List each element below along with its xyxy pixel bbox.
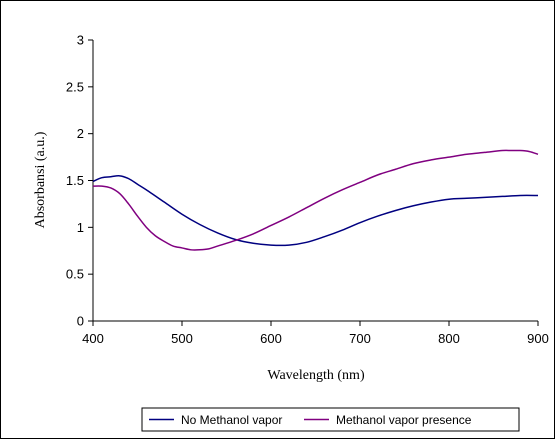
y-tick-label: 1: [77, 220, 84, 235]
y-axis-title: Absorbansi (a.u.): [33, 131, 48, 228]
y-tick-label: 3: [77, 33, 84, 48]
y-tick-label: 2.5: [66, 79, 84, 94]
y-tick-label: 2: [77, 126, 84, 141]
x-axis-title: Wavelength (nm): [267, 368, 365, 383]
legend-label-no-methanol: No Methanol vapor: [181, 413, 282, 427]
y-tick-label: 1.5: [66, 173, 84, 188]
y-tick-label: 0: [77, 314, 84, 329]
series-line-methanol: [92, 149, 539, 251]
axes: 0 0.5 1 1.5 2 2.5 3 400 500 600 700 800 900: [66, 33, 549, 347]
legend-box: [141, 407, 520, 432]
series-line-no-methanol: [92, 175, 539, 247]
x-tick-label: 800: [438, 331, 460, 346]
series-layer: [92, 149, 539, 251]
legend-label-methanol: Methanol vapor presence: [336, 413, 472, 427]
legend: No Methanol vapor Methanol vapor presenc…: [141, 407, 520, 432]
x-tick-label: 700: [349, 331, 371, 346]
x-tick-label: 400: [82, 331, 104, 346]
y-tick-label: 0.5: [66, 267, 84, 282]
x-tick-label: 500: [171, 331, 193, 346]
x-tick-label: 900: [527, 331, 549, 346]
x-tick-label: 600: [260, 331, 282, 346]
